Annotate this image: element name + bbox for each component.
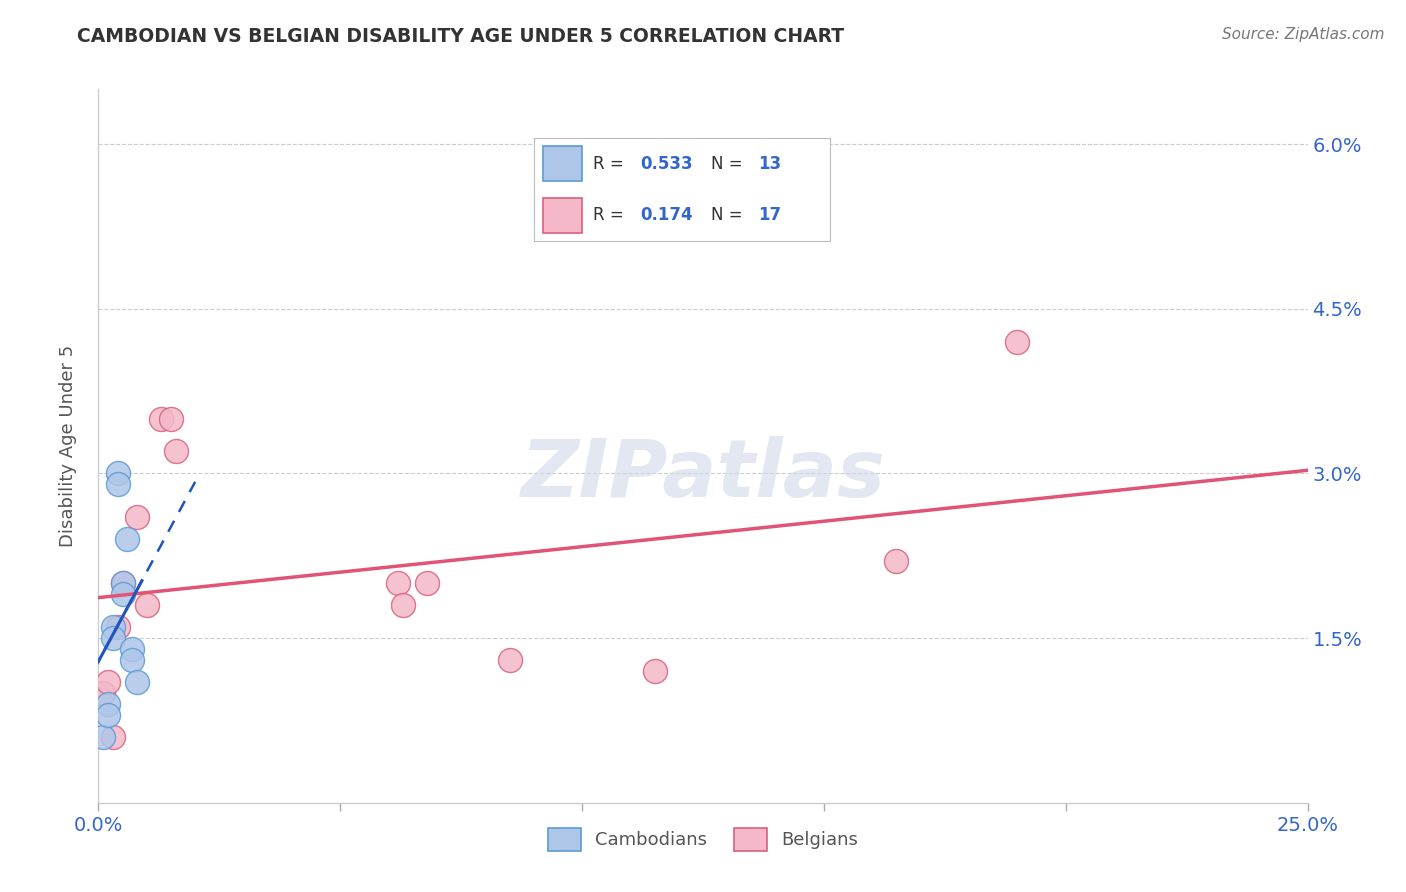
Point: [644, 664, 666, 678]
Point: [165, 444, 187, 458]
Point: [101, 730, 124, 744]
Text: R =: R =: [593, 155, 630, 173]
Point: [150, 411, 173, 425]
Point: [392, 598, 415, 612]
Point: [416, 576, 439, 591]
Point: [97, 675, 120, 690]
Point: [135, 598, 157, 612]
Point: [111, 576, 134, 591]
Point: [91, 686, 114, 700]
Text: 0.174: 0.174: [641, 206, 693, 224]
Point: [121, 642, 143, 657]
Point: [101, 620, 124, 634]
Text: R =: R =: [593, 206, 634, 224]
Point: [121, 653, 143, 667]
Text: N =: N =: [711, 206, 748, 224]
Point: [107, 467, 129, 481]
Point: [387, 576, 409, 591]
Point: [886, 554, 908, 568]
Text: CAMBODIAN VS BELGIAN DISABILITY AGE UNDER 5 CORRELATION CHART: CAMBODIAN VS BELGIAN DISABILITY AGE UNDE…: [77, 27, 845, 45]
Bar: [543, 198, 582, 233]
Legend: Cambodians, Belgians: Cambodians, Belgians: [541, 821, 865, 858]
Text: 17: 17: [759, 206, 782, 224]
Text: 0.533: 0.533: [641, 155, 693, 173]
Text: ZIPatlas: ZIPatlas: [520, 435, 886, 514]
Text: 13: 13: [759, 155, 782, 173]
Bar: [543, 146, 582, 181]
Point: [160, 411, 183, 425]
Point: [127, 675, 149, 690]
Point: [97, 697, 120, 711]
Point: [117, 533, 139, 547]
Point: [97, 708, 120, 723]
Text: Source: ZipAtlas.com: Source: ZipAtlas.com: [1222, 27, 1385, 42]
Y-axis label: Disability Age Under 5: Disability Age Under 5: [59, 345, 77, 547]
Point: [111, 576, 134, 591]
Point: [101, 631, 124, 645]
Point: [107, 620, 129, 634]
Point: [127, 510, 149, 524]
Point: [1007, 334, 1029, 349]
Text: N =: N =: [711, 155, 748, 173]
Point: [91, 730, 114, 744]
Point: [111, 587, 134, 601]
Point: [107, 477, 129, 491]
Point: [498, 653, 520, 667]
